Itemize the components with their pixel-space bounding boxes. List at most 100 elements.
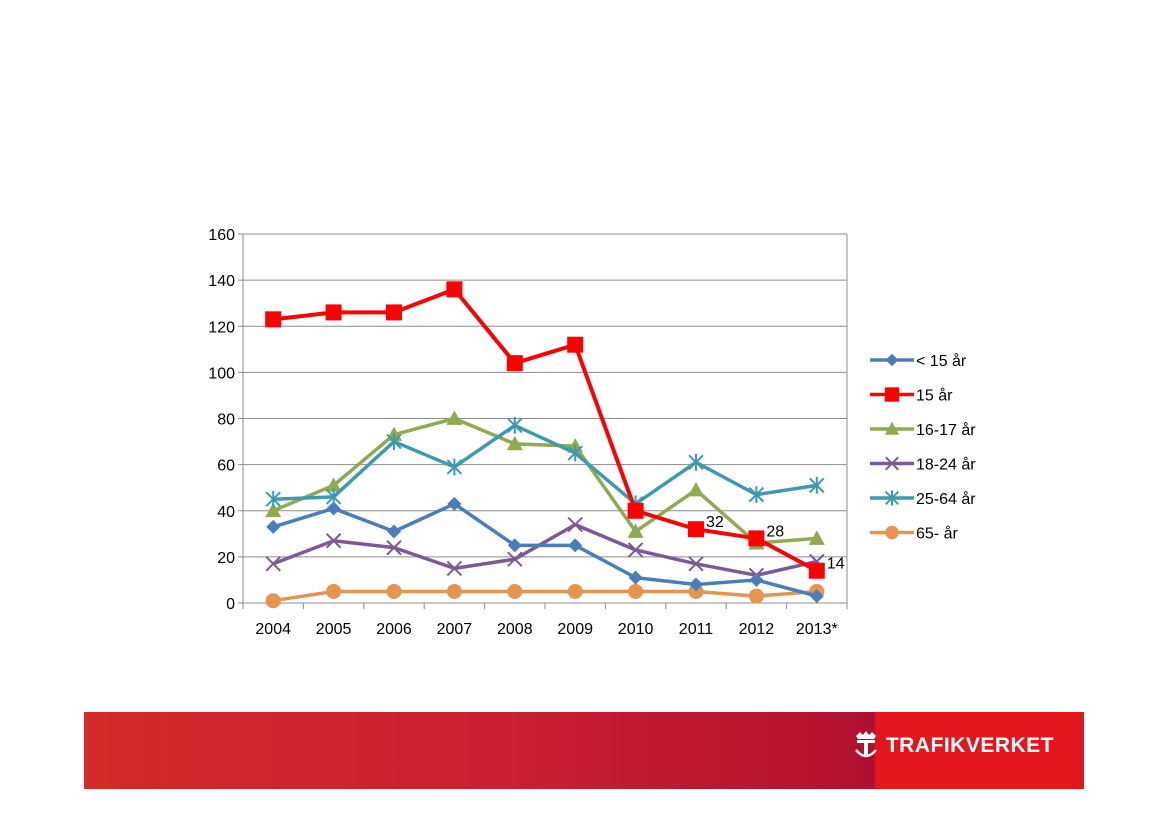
data-label: 14 [827,556,845,573]
data-point [265,593,281,609]
data-point [808,530,825,545]
data-point-shape [265,311,282,328]
data-point [266,519,281,534]
data-point [688,481,704,497]
legend-label: 15 år [916,387,953,405]
data-point [628,570,643,585]
data-point-shape [688,481,704,497]
crown-t-icon [854,731,877,758]
legend-label: 16-17 år [916,421,976,439]
data-point-shape [325,533,342,549]
data-point [507,551,523,567]
legend-item: 16-17 år [870,421,976,439]
data-point-shape [628,570,643,585]
series-2 [265,410,825,550]
series-line [272,589,817,603]
data-point [627,542,644,558]
data-point [446,583,462,599]
data-point-shape [808,530,825,545]
series-line [272,522,818,578]
data-point-shape [265,556,281,572]
data-point-shape [809,589,824,604]
data-point [386,583,402,599]
data-point [567,444,583,462]
data-point-shape [446,560,463,577]
data-point-shape [387,524,401,539]
series-3 [265,516,825,584]
data-point [387,524,401,539]
data-point [325,477,342,492]
data-point-shape [386,539,402,556]
data-point-shape [265,593,281,609]
x-tick-label: 2009 [557,621,593,638]
data-point [567,583,583,599]
y-tick-label: 100 [208,365,235,382]
data-point-shape [506,355,523,372]
y-tick-label: 160 [208,227,235,244]
y-tick-label: 80 [217,412,235,429]
series-line [272,502,818,598]
series-line [272,287,818,573]
data-point-shape [689,577,703,592]
data-point [386,433,402,450]
x-tick-label: 2011 [679,621,714,638]
data-point [446,560,463,577]
data-point-shape [628,583,644,599]
data-point [447,496,462,511]
legend-label: 25-64 år [916,490,976,508]
x-tick-label: 2007 [437,621,473,638]
data-point [386,304,402,321]
data-point [748,486,765,504]
data-point [568,538,583,553]
data-point-shape [567,516,583,533]
series-line [272,416,817,545]
data-point-shape [265,502,282,518]
legend-marker-shape [884,387,900,402]
data-point [325,488,342,506]
y-tick-label: 140 [208,273,235,290]
legend-item: 15 år [870,387,953,405]
data-point [507,417,523,434]
x-tick-label: 2005 [316,621,352,638]
data-point [446,458,463,476]
data-point [386,539,402,556]
legend-marker-shape [885,353,899,367]
data-point-shape [567,336,584,353]
data-point-shape [627,523,644,538]
data-point-shape [447,496,462,511]
chart-data-labels: 32 28 14 [706,514,845,573]
x-tick-label: 2006 [376,621,412,638]
data-point-shape [748,588,764,604]
data-point [749,572,764,587]
data-point-shape [325,477,342,492]
data-point [627,502,644,519]
legend-item: < 15 år [870,352,967,370]
line-chart: 0 20 40 60 80 100 120 140 160 2004 2005 2006 2007 200… [208,227,976,638]
y-tick-label: 40 [217,504,235,521]
data-point [689,577,703,592]
data-point-shape [507,551,523,567]
data-label: 32 [706,514,724,531]
legend-marker [885,525,899,540]
x-tick-label: 2008 [497,621,533,638]
series-1 [265,281,825,579]
y-tick-label: 120 [208,319,235,336]
data-point-shape [808,562,825,579]
x-tick-label: 2012 [739,621,775,638]
data-point [446,410,463,425]
data-point [325,533,342,549]
data-point [265,311,282,328]
series-0 [266,496,824,604]
data-point-shape [446,281,463,298]
legend-item: 25-64 år [870,490,976,508]
data-label: 28 [766,523,784,540]
data-point [265,556,281,572]
data-point-shape [325,304,342,321]
data-point-shape [326,583,342,599]
data-point [567,516,583,533]
data-point [507,583,523,599]
data-point [627,523,644,538]
brand-name: TRAFIKVERKET [885,734,1054,757]
data-point [688,521,704,538]
x-tick-label: 2004 [255,621,291,638]
